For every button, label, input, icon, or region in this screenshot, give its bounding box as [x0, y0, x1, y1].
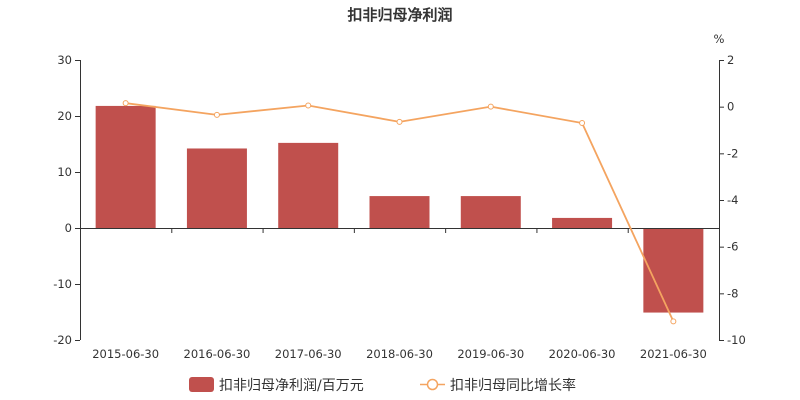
right-axis-ticks: -10 -8 -6 -4 -2 0 2 [719, 53, 746, 347]
chart-title: 扣非归母净利润 [347, 6, 452, 24]
left-axis-tick-label: -10 [53, 277, 72, 291]
right-axis-tick-label: -4 [727, 193, 738, 207]
right-axis-unit: % [714, 32, 725, 46]
legend-line-label[interactable]: 扣非归母同比增长率 [450, 377, 576, 394]
x-axis-tick-label: 2017-06-30 [275, 347, 342, 361]
left-axis-ticks: -20 -10 0 10 20 30 [53, 53, 80, 347]
left-axis-tick-label: 30 [57, 53, 72, 67]
x-axis-tick-label: 2015-06-30 [92, 347, 159, 361]
bar[interactable] [186, 148, 247, 228]
right-axis-tick-label: -2 [727, 146, 738, 160]
right-axis-tick-label: -10 [727, 333, 746, 347]
left-axis-tick-label: 0 [65, 221, 72, 235]
legend: 扣非归母净利润/百万元 扣非归母同比增长率 [189, 377, 576, 394]
x-axis-tick-label: 2021-06-30 [640, 347, 707, 361]
line-point[interactable] [487, 103, 494, 110]
bar[interactable] [460, 196, 521, 228]
legend-bar-label[interactable]: 扣非归母净利润/百万元 [219, 377, 364, 394]
bar[interactable] [369, 196, 430, 228]
right-axis-tick-label: -6 [727, 240, 738, 254]
left-axis-tick-label: 20 [57, 109, 72, 123]
left-axis-tick-label: -20 [53, 333, 72, 347]
right-axis-tick-label: -8 [727, 286, 738, 300]
line-point[interactable] [579, 120, 586, 126]
bar-series [95, 105, 704, 313]
x-axis-tick-label: 2019-06-30 [457, 347, 524, 361]
line-point[interactable] [213, 111, 220, 118]
line-point[interactable] [305, 102, 312, 109]
bar[interactable] [552, 217, 613, 228]
line-series [122, 100, 677, 325]
right-axis-tick-label: 0 [727, 100, 734, 114]
legend-line-marker[interactable] [426, 378, 439, 391]
line-point[interactable] [670, 318, 677, 325]
line-point[interactable] [396, 118, 403, 125]
legend-bar-swatch[interactable] [189, 377, 214, 392]
x-axis-tick-label: 2016-06-30 [184, 347, 251, 361]
bar[interactable] [278, 142, 339, 228]
x-axis-tick-label: 2020-06-30 [549, 347, 616, 361]
line-point[interactable] [122, 100, 129, 107]
right-axis-tick-label: 2 [727, 53, 734, 67]
bar[interactable] [643, 228, 704, 313]
bar[interactable] [95, 105, 156, 228]
left-axis-tick-label: 10 [57, 165, 72, 179]
x-axis-tick-label: 2018-06-30 [366, 347, 433, 361]
x-axis-ticks: 2015-06-30 2016-06-30 2017-06-30 2018-06-30… [92, 347, 707, 361]
